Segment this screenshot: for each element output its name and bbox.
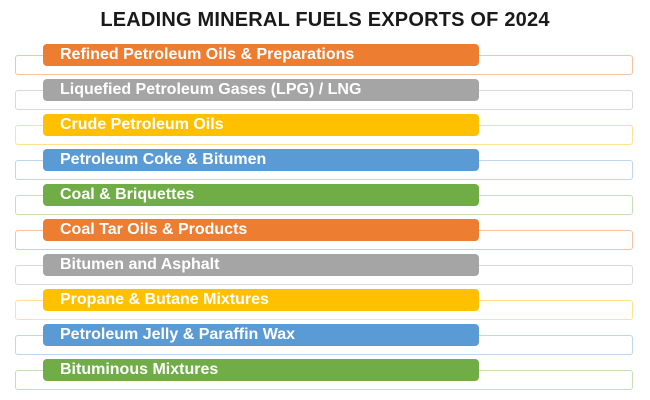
list-item: Bitumen and Asphalt: [0, 254, 650, 289]
item-label: Refined Petroleum Oils & Preparations: [60, 46, 355, 63]
item-bar: Petroleum Coke & Bitumen: [43, 149, 479, 171]
item-bar: Petroleum Jelly & Paraffin Wax: [43, 324, 479, 346]
list-item: Propane & Butane Mixtures: [0, 289, 650, 324]
list-item: Coal Tar Oils & Products: [0, 219, 650, 254]
item-label: Coal Tar Oils & Products: [60, 221, 248, 238]
list-item: Refined Petroleum Oils & Preparations: [0, 44, 650, 79]
fuel-list: Refined Petroleum Oils & Preparations Li…: [0, 44, 650, 394]
item-bar: Bitumen and Asphalt: [43, 254, 479, 276]
list-item: Liquefied Petroleum Gases (LPG) / LNG: [0, 79, 650, 114]
list-item: Bituminous Mixtures: [0, 359, 650, 394]
item-label: Petroleum Jelly & Paraffin Wax: [60, 326, 296, 343]
item-label: Bitumen and Asphalt: [60, 256, 220, 273]
item-label: Crude Petroleum Oils: [60, 116, 224, 133]
list-item: Crude Petroleum Oils: [0, 114, 650, 149]
list-item: Petroleum Coke & Bitumen: [0, 149, 650, 184]
item-bar: Coal & Briquettes: [43, 184, 479, 206]
item-bar: Liquefied Petroleum Gases (LPG) / LNG: [43, 79, 479, 101]
item-label: Coal & Briquettes: [60, 186, 195, 203]
item-label: Liquefied Petroleum Gases (LPG) / LNG: [60, 81, 362, 98]
item-bar: Bituminous Mixtures: [43, 359, 479, 381]
page-title: LEADING MINERAL FUELS EXPORTS OF 2024: [100, 9, 550, 31]
item-label: Bituminous Mixtures: [60, 361, 219, 378]
list-item: Coal & Briquettes: [0, 184, 650, 219]
item-bar: Crude Petroleum Oils: [43, 114, 479, 136]
item-bar: Refined Petroleum Oils & Preparations: [43, 44, 479, 66]
item-label: Propane & Butane Mixtures: [60, 291, 269, 308]
item-bar: Coal Tar Oils & Products: [43, 219, 479, 241]
item-bar: Propane & Butane Mixtures: [43, 289, 479, 311]
item-label: Petroleum Coke & Bitumen: [60, 151, 267, 168]
list-item: Petroleum Jelly & Paraffin Wax: [0, 324, 650, 359]
